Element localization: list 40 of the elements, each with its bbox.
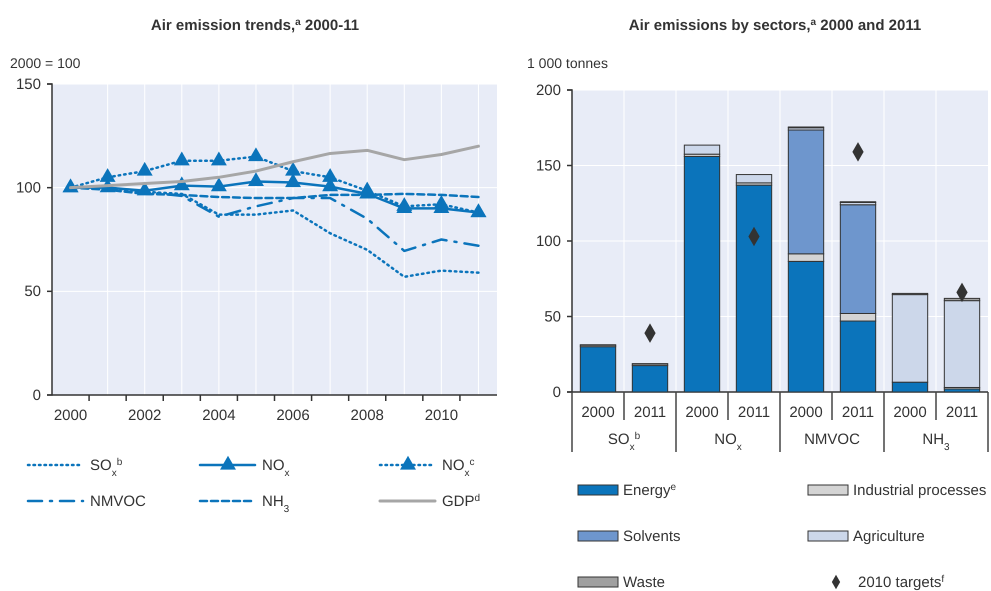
x-tick-label: 2011 xyxy=(946,404,978,421)
legend-label: NH$_{3}$ xyxy=(262,493,290,514)
x-tick-label: 2011 xyxy=(634,404,666,421)
y-tick-label: 100 xyxy=(536,232,561,250)
x-tick-label: 2000 xyxy=(893,404,927,421)
y-tick-label: 150 xyxy=(16,76,41,93)
x-tick-label: 2000 xyxy=(685,404,719,421)
y-tick-label: 50 xyxy=(24,283,41,300)
legend-label: Waste xyxy=(623,574,665,591)
legend-label: NMVOC xyxy=(90,493,146,510)
x-tick-label: 2008 xyxy=(350,407,384,424)
text: NMVOC xyxy=(804,431,860,448)
x-tick-label: 2011 xyxy=(842,404,874,421)
x-tick-label: 2000 xyxy=(581,404,615,421)
x-tick-label: 2010 xyxy=(424,407,458,424)
text: NO$_{x}$ xyxy=(714,431,742,452)
y-tick-label: 200 xyxy=(536,82,561,99)
legend-label: NO$_{x}$ xyxy=(262,457,290,478)
y-axis-title: 2000 = 100 xyxy=(10,55,81,71)
x-tick-label: 2002 xyxy=(128,407,162,424)
chart-title: Air emissions by sectors,$^{a}$ 2000 and 2011 xyxy=(628,16,922,34)
y-tick-label: 50 xyxy=(544,308,561,326)
legend-label: Solvents xyxy=(623,528,681,545)
legend-label: Industrial processes xyxy=(853,482,986,499)
x-tick-label: 2006 xyxy=(276,407,310,424)
chart-title: Air emission trends,$^{a}$ 2000-11 xyxy=(150,16,360,34)
y-tick-label: 150 xyxy=(536,157,561,174)
legend-label: Energy$^{e}$ xyxy=(623,482,677,499)
legend-label: GDP$^{d}$ xyxy=(442,492,480,510)
x-tick-label: 2011 xyxy=(738,404,770,421)
x-tick-label: 2000 xyxy=(789,404,823,421)
y-tick-label: 100 xyxy=(16,179,41,196)
y-tick-label: 0 xyxy=(552,384,561,401)
y-tick-label: 0 xyxy=(32,386,41,404)
legend-label: 2010 targets$^{f}$ xyxy=(858,574,944,591)
text: NH$_{3}$ xyxy=(922,431,950,452)
legend-label: Agriculture xyxy=(853,528,925,545)
x-tick-label: 2004 xyxy=(202,407,236,424)
y-axis-title: 1 000 tonnes xyxy=(527,55,608,71)
x-tick-label: 2000 xyxy=(54,407,88,424)
